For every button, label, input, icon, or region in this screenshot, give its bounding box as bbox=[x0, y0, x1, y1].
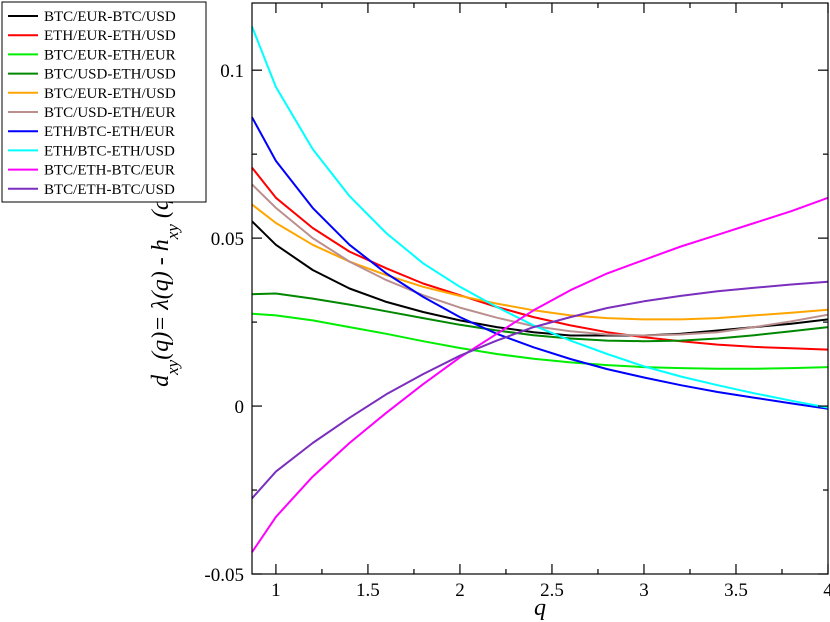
y-tick-label: 0.05 bbox=[211, 229, 244, 250]
y-tick-label: 0.1 bbox=[220, 61, 244, 82]
series-line-6 bbox=[251, 183, 829, 337]
y-title-sub1: xy bbox=[163, 359, 182, 376]
x-tick-label: 3 bbox=[639, 580, 649, 601]
legend-label: BTC/ETH-BTC/USD bbox=[44, 182, 175, 198]
series-line-3 bbox=[251, 312, 829, 370]
series-line-2 bbox=[251, 166, 829, 351]
series-line-7 bbox=[251, 116, 829, 410]
legend-label: BTC/USD-ETH/USD bbox=[44, 67, 176, 83]
series-line-1 bbox=[251, 220, 829, 337]
y-title-mid: (q)= λ(q) - h bbox=[148, 239, 174, 360]
y-title-sub2: xy bbox=[163, 224, 182, 241]
legend-label: ETH/EUR-ETH/USD bbox=[44, 28, 176, 44]
legend: BTC/EUR-BTC/USD ETH/EUR-ETH/USD BTC/EUR-ET… bbox=[1, 1, 207, 203]
x-axis: 1 1.5 2 2.5 3 3.5 4 bbox=[271, 3, 830, 601]
y-axis-title: dxy(q)= λ(q) - hxy (q) bbox=[148, 190, 182, 387]
series-line-4 bbox=[251, 292, 829, 343]
x-tick-label: 3.5 bbox=[724, 580, 748, 601]
x-tick-label: 2.5 bbox=[540, 580, 564, 601]
legend-label: ETH/BTC-ETH/EUR bbox=[44, 124, 175, 140]
plot-frame bbox=[251, 2, 829, 575]
legend-label: BTC/EUR-ETH/EUR bbox=[44, 47, 176, 63]
x-tick-label: 2 bbox=[455, 580, 465, 601]
x-tick-label: 4 bbox=[823, 580, 830, 601]
series-line-10 bbox=[251, 280, 829, 500]
legend-label: BTC/ETH-BTC/EUR bbox=[44, 163, 175, 179]
y-title-main: d bbox=[148, 374, 174, 387]
y-tick-label: 0 bbox=[235, 397, 245, 418]
x-axis-title: q bbox=[534, 595, 546, 621]
series-line-8 bbox=[251, 26, 829, 409]
legend-label: BTC/EUR-ETH/USD bbox=[44, 86, 176, 102]
x-tick-label: 1 bbox=[271, 580, 281, 601]
y-axis: -0.05 0 0.05 0.1 bbox=[204, 61, 828, 586]
series-lines bbox=[251, 26, 829, 553]
x-tick-label: 1.5 bbox=[356, 580, 380, 601]
legend-label: BTC/USD-ETH/EUR bbox=[44, 105, 176, 121]
series-line-9 bbox=[251, 196, 829, 553]
legend-label: ETH/BTC-ETH/USD bbox=[44, 143, 175, 159]
legend-label: BTC/EUR-BTC/USD bbox=[44, 9, 176, 25]
y-tick-label: -0.05 bbox=[204, 565, 244, 586]
